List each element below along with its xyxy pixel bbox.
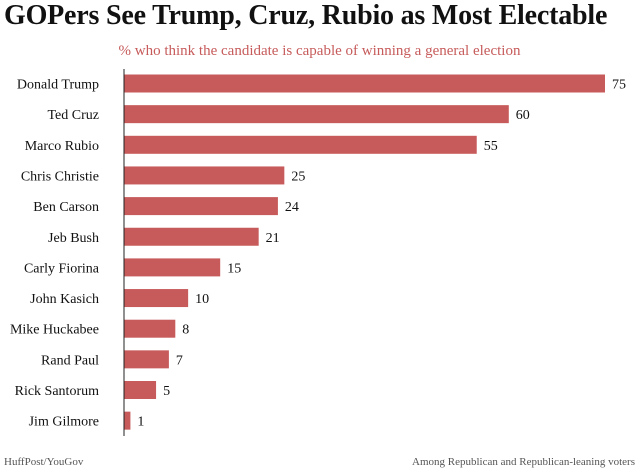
value-label: 60 — [516, 108, 530, 123]
bar — [124, 227, 259, 246]
category-label: Ben Carson — [33, 200, 99, 215]
value-label: 15 — [227, 261, 241, 276]
bar — [124, 74, 605, 93]
bar — [124, 319, 176, 338]
source-credit: HuffPost/YouGov — [4, 456, 84, 468]
category-label: Donald Trump — [17, 78, 99, 93]
bar — [124, 350, 169, 369]
category-label: Jim Gilmore — [29, 415, 99, 430]
value-label: 5 — [163, 384, 170, 399]
chart-title: GOPers See Trump, Cruz, Rubio as Most El… — [4, 0, 608, 31]
bar — [124, 135, 477, 154]
bar — [124, 258, 221, 277]
category-label: Jeb Bush — [48, 231, 99, 246]
bar — [124, 411, 131, 430]
population-note: Among Republican and Republican-leaning … — [412, 456, 635, 468]
category-label: Rand Paul — [41, 353, 99, 368]
bar — [124, 105, 509, 124]
category-label: Carly Fiorina — [24, 261, 100, 276]
chart-subtitle: % who think the candidate is capable of … — [118, 43, 521, 59]
value-label: 55 — [484, 139, 498, 154]
value-label: 75 — [612, 78, 626, 93]
value-label: 21 — [266, 231, 280, 246]
value-label: 10 — [195, 292, 209, 307]
value-label: 24 — [285, 200, 299, 215]
category-label: Chris Christie — [21, 169, 99, 184]
value-label: 25 — [291, 169, 305, 184]
value-label: 1 — [137, 415, 144, 430]
category-label: Rick Santorum — [15, 384, 99, 399]
category-label: John Kasich — [30, 292, 99, 307]
category-label: Marco Rubio — [25, 139, 99, 154]
category-label: Ted Cruz — [47, 108, 99, 123]
bar — [124, 166, 285, 185]
bar — [124, 197, 278, 216]
value-label: 8 — [182, 323, 189, 338]
bar — [124, 289, 189, 308]
category-label: Mike Huckabee — [10, 323, 99, 338]
value-label: 7 — [176, 353, 183, 368]
bar — [124, 381, 157, 399]
